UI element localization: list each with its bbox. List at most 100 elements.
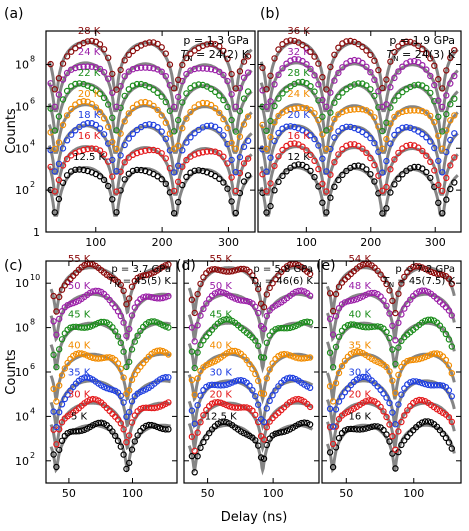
data-point <box>411 163 418 171</box>
data-point <box>220 132 227 139</box>
data-point <box>356 374 363 381</box>
data-point <box>59 121 67 129</box>
data-point <box>418 397 426 404</box>
data-point <box>228 116 235 124</box>
data-point <box>343 123 350 131</box>
data-point <box>389 450 396 457</box>
data-point <box>395 149 402 157</box>
data-point <box>179 99 186 106</box>
data-point <box>286 261 294 268</box>
fit-curve <box>259 166 459 217</box>
data-point <box>401 412 408 419</box>
data-point <box>427 351 435 358</box>
data-point <box>183 139 190 146</box>
data-point <box>111 328 119 335</box>
data-point <box>399 39 406 47</box>
data-point <box>395 344 402 351</box>
data-point <box>371 92 378 100</box>
plot-area <box>325 261 456 474</box>
data-point <box>377 403 384 411</box>
data-point <box>191 469 198 476</box>
y-tick-label: 10 <box>15 366 29 379</box>
data-point <box>234 377 242 384</box>
data-point <box>53 363 60 371</box>
data-point <box>51 209 59 216</box>
data-point <box>255 309 262 317</box>
data-point <box>383 413 390 421</box>
data-point <box>237 404 245 411</box>
data-point <box>335 398 343 405</box>
data-point <box>146 39 153 46</box>
data-point <box>295 161 302 168</box>
data-point <box>96 173 104 180</box>
data-point <box>203 148 211 155</box>
data-point <box>299 104 306 112</box>
data-point <box>131 412 138 419</box>
data-point <box>295 395 302 403</box>
data-point <box>392 360 399 368</box>
data-point <box>260 354 268 361</box>
data-point <box>395 401 402 408</box>
data-point <box>303 79 310 87</box>
data-point <box>283 38 290 45</box>
data-point <box>306 354 314 361</box>
series-label: 20 K <box>349 390 372 401</box>
data-point <box>72 80 79 88</box>
data-point <box>416 288 423 295</box>
data-point <box>207 40 215 47</box>
data-point <box>133 166 141 174</box>
data-point <box>395 68 402 75</box>
data-point <box>448 370 455 377</box>
data-point <box>287 37 294 44</box>
series-label: 20 K <box>209 390 232 401</box>
data-point <box>59 96 67 103</box>
data-point <box>92 121 100 129</box>
data-point <box>363 166 370 173</box>
data-point <box>191 167 198 174</box>
data-point <box>120 287 127 294</box>
data-point <box>304 354 311 362</box>
data-point <box>207 101 215 109</box>
y-tick-label: 10 <box>15 410 29 423</box>
data-point <box>195 65 202 72</box>
data-point <box>279 172 286 180</box>
data-point <box>63 172 71 179</box>
data-point <box>162 72 169 80</box>
neel-temperature-label: TN = 45(5) K <box>108 276 171 289</box>
data-point <box>174 198 182 206</box>
data-point <box>214 266 221 273</box>
data-point <box>283 107 290 114</box>
data-point <box>380 408 387 415</box>
data-point <box>283 123 290 130</box>
data-point <box>423 152 430 159</box>
data-point <box>303 44 310 52</box>
data-point <box>371 423 378 430</box>
data-point <box>269 360 276 367</box>
data-point <box>263 375 270 382</box>
data-point <box>84 63 91 70</box>
data-point <box>335 93 342 101</box>
data-point <box>359 323 366 330</box>
data-point <box>165 351 172 358</box>
data-point <box>263 291 270 298</box>
data-point <box>386 421 393 428</box>
data-point <box>395 175 402 182</box>
series-label: 30 K <box>209 367 232 378</box>
pressure-label: p = 3.7 GPa <box>111 264 171 275</box>
data-point <box>353 426 360 433</box>
data-point <box>298 419 305 427</box>
data-point <box>263 424 270 431</box>
data-point <box>259 64 266 72</box>
data-point <box>439 128 446 135</box>
data-point <box>275 112 282 120</box>
data-point <box>421 353 429 361</box>
data-point <box>146 121 153 128</box>
data-point <box>433 270 441 277</box>
data-point <box>145 271 152 278</box>
data-point <box>332 406 340 413</box>
data-point <box>283 325 291 332</box>
data-point <box>55 176 63 184</box>
data-point <box>267 133 274 141</box>
data-point <box>443 92 450 99</box>
plot-area <box>259 37 459 217</box>
